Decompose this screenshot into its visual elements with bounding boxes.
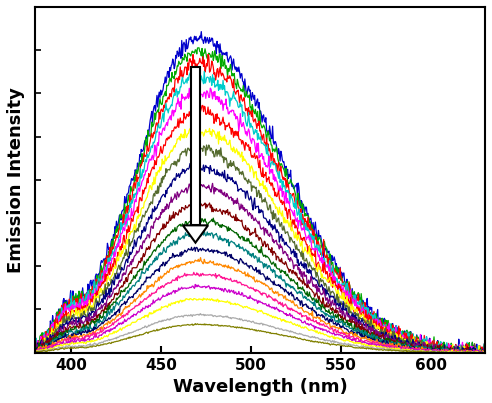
X-axis label: Wavelength (nm): Wavelength (nm) (173, 378, 347, 396)
Y-axis label: Emission Intensity: Emission Intensity (7, 87, 25, 273)
Polygon shape (183, 225, 208, 243)
Bar (190, 66, 200, 225)
